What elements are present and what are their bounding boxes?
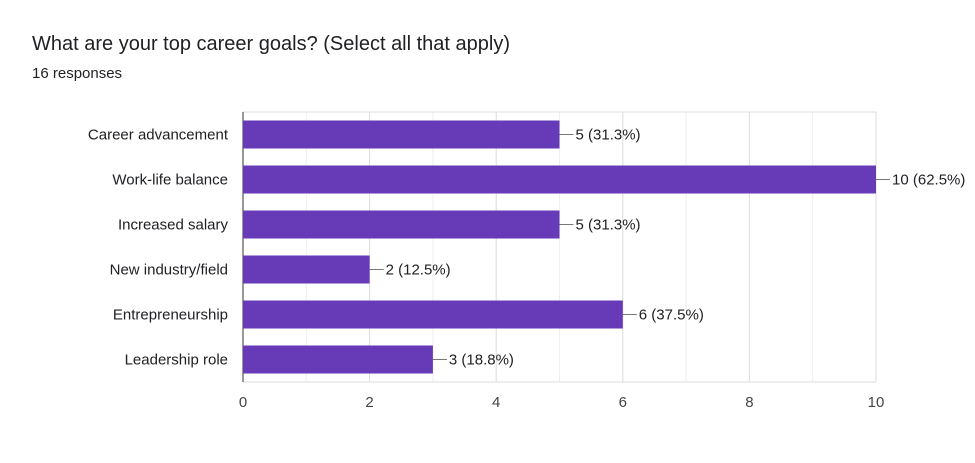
bar[interactable] — [243, 345, 433, 374]
response-count: 16 responses — [32, 65, 123, 82]
data-label: 2 (12.5%) — [386, 262, 451, 279]
category-label: Leadership role — [125, 352, 228, 369]
bar[interactable] — [243, 165, 876, 194]
bar[interactable] — [243, 255, 370, 284]
bar[interactable] — [243, 210, 560, 239]
chart-title: What are your top career goals? (Select … — [32, 33, 511, 55]
x-tick-label: 10 — [868, 394, 885, 411]
category-label: Career advancement — [88, 127, 229, 144]
data-label: 6 (37.5%) — [639, 307, 704, 324]
category-label: Increased salary — [118, 217, 229, 234]
category-label: Entrepreneurship — [113, 307, 228, 324]
data-label: 5 (31.3%) — [576, 127, 641, 144]
x-tick-label: 0 — [239, 394, 247, 411]
category-label: Work-life balance — [112, 172, 228, 189]
x-tick-label: 6 — [619, 394, 627, 411]
bar[interactable] — [243, 300, 623, 329]
data-label: 10 (62.5%) — [892, 172, 965, 189]
x-tick-label: 8 — [745, 394, 753, 411]
data-label: 5 (31.3%) — [576, 217, 641, 234]
category-label: New industry/field — [110, 262, 228, 279]
x-tick-label: 2 — [365, 394, 373, 411]
bar[interactable] — [243, 120, 560, 149]
data-label: 3 (18.8%) — [449, 352, 514, 369]
x-tick-label: 4 — [492, 394, 500, 411]
